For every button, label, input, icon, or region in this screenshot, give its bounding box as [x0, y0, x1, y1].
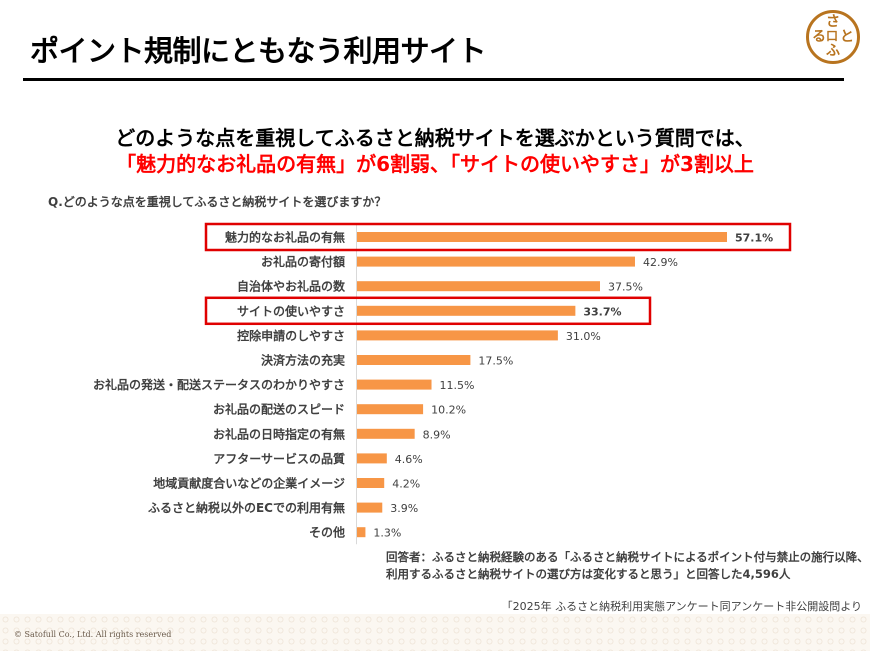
value-label: 31.0% — [566, 330, 601, 343]
value-label: 57.1% — [735, 232, 773, 245]
bar — [357, 379, 432, 390]
category-label: 控除申請のしやすさ — [237, 328, 345, 343]
logo-char: さ — [826, 14, 840, 30]
bar-chart: 魅力的なお礼品の有無 57.1% お礼品の寄付額 42.9% 自治体やお礼品の数 37.5… — [93, 222, 792, 545]
value-label: 8.9% — [423, 428, 451, 441]
satofull-logo-icon: さ る 口 と ふ — [806, 10, 860, 64]
category-label: お礼品の配送のスピード — [213, 402, 345, 417]
respondent-note: 回答者：ふるさと納税経験のある「ふるさと納税サイトによるポイント付与禁止の施行以… — [386, 549, 869, 583]
bar — [357, 404, 424, 415]
bar — [357, 453, 387, 464]
value-label: 10.2% — [431, 404, 466, 417]
bar — [357, 281, 600, 292]
respondent-line2: 利用するふるさと納税サイトの選び方は変化すると思う」と回答した4,596人 — [386, 567, 791, 581]
value-label: 33.7% — [583, 305, 621, 318]
highlight-box — [204, 222, 792, 252]
bar — [357, 305, 576, 316]
category-label: ふるさと納税以外のECでの利用有無 — [148, 500, 345, 515]
bar — [357, 330, 558, 341]
value-label: 1.3% — [373, 527, 401, 540]
headline-line2: 「魅力的なお礼品の有無」が6割弱、「サイトの使いやすさ」が3割以上 — [116, 152, 754, 176]
category-label: その他 — [309, 525, 345, 540]
value-label: 4.2% — [392, 478, 420, 491]
respondent-line1: 回答者：ふるさと納税経験のある「ふるさと納税サイトによるポイント付与禁止の施行以… — [386, 550, 869, 564]
copyright: © Satofull Co., Ltd. All rights reserved — [14, 630, 172, 639]
category-label: お礼品の発送・配送ステータスのわかりやすさ — [93, 377, 345, 392]
highlight-box — [204, 296, 652, 326]
bar — [357, 428, 415, 439]
category-label: お礼品の日時指定の有無 — [213, 426, 345, 441]
survey-question: Q.どのような点を重視してふるさと納税サイトを選びますか？ — [48, 195, 387, 209]
bar — [357, 256, 635, 267]
headline-line1: どのような点を重視してふるさと納税サイトを選ぶかという質問では、 — [115, 126, 755, 150]
value-label: 37.5% — [608, 281, 643, 294]
bar — [357, 355, 471, 365]
slide-title: ポイント規制にともなう利用サイト — [30, 34, 487, 68]
category-label: アフターサービスの品質 — [213, 451, 345, 466]
category-label: サイトの使いやすさ — [237, 303, 345, 318]
category-label: 魅力的なお礼品の有無 — [225, 230, 345, 245]
logo-char: と — [840, 29, 854, 45]
value-label: 42.9% — [643, 256, 678, 269]
category-label: 地域貢献度合いなどの企業イメージ — [153, 476, 345, 491]
logo-char: 口 — [826, 29, 839, 43]
source-note: 「2025年 ふるさと納税利用実態アンケート同アンケート非公開設問より — [501, 600, 862, 613]
bar — [357, 232, 727, 242]
value-label: 17.5% — [478, 355, 513, 368]
bar — [357, 502, 383, 513]
value-label: 11.5% — [440, 379, 475, 392]
category-label: お礼品の寄付額 — [261, 254, 345, 269]
bar — [357, 478, 385, 488]
bar — [357, 527, 366, 538]
category-label: 自治体やお礼品の数 — [237, 279, 346, 294]
title-divider — [23, 78, 844, 81]
value-label: 3.9% — [390, 502, 418, 515]
category-label: 決済方法の充実 — [261, 353, 345, 368]
value-label: 4.6% — [395, 453, 423, 466]
footer-pattern — [0, 614, 870, 651]
logo-char: ふ — [826, 43, 840, 59]
logo-char: る — [812, 29, 826, 45]
